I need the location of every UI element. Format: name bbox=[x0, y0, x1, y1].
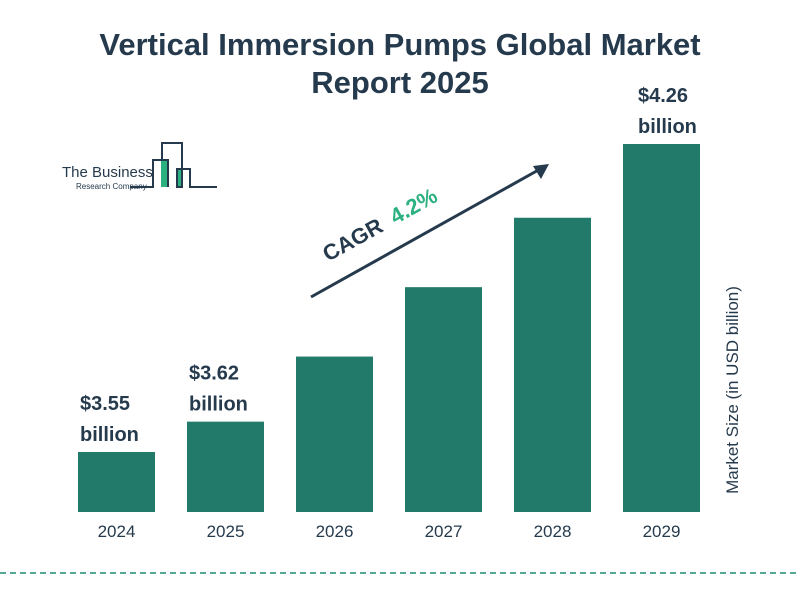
data-label-unit: billion bbox=[80, 424, 139, 446]
title-line-2: Report 2025 bbox=[311, 65, 489, 100]
x-tick-label: 2026 bbox=[316, 522, 354, 541]
svg-text:CAGR 4.2%: CAGR 4.2% bbox=[318, 183, 441, 266]
data-label-value: $4.26 bbox=[638, 85, 688, 107]
bar-2024 bbox=[78, 452, 155, 512]
bar-2028 bbox=[514, 217, 591, 513]
x-tick-label: 2025 bbox=[207, 522, 245, 541]
data-label-value: $3.55 bbox=[80, 393, 130, 415]
data-label-unit: billion bbox=[638, 116, 697, 138]
logo-text-1: The Business bbox=[62, 164, 153, 181]
chart-title: Vertical Immersion Pumps Global Market R… bbox=[0, 26, 800, 102]
logo-text-2: Research Company bbox=[76, 182, 147, 191]
arrow-head-icon bbox=[533, 164, 549, 179]
x-tick-label: 2029 bbox=[643, 522, 681, 541]
bar-2029 bbox=[623, 144, 700, 512]
cagr-label: CAGR bbox=[318, 213, 387, 266]
x-tick-label: 2028 bbox=[534, 522, 572, 541]
logo: The Business Research Company bbox=[62, 142, 217, 191]
y-axis-label: Market Size (in USD billion) bbox=[723, 286, 742, 494]
bar-2025 bbox=[187, 421, 264, 512]
bar-2027 bbox=[405, 287, 482, 512]
data-label-unit: billion bbox=[189, 394, 248, 416]
x-tick-label: 2027 bbox=[425, 522, 463, 541]
cagr-value: 4.2% bbox=[386, 183, 442, 229]
cagr-annotation: CAGR 4.2% bbox=[310, 164, 549, 299]
data-label-value: $3.62 bbox=[189, 363, 239, 385]
x-tick-label: 2024 bbox=[98, 522, 136, 541]
bar-2026 bbox=[296, 356, 373, 512]
title-line-1: Vertical Immersion Pumps Global Market bbox=[99, 27, 701, 62]
